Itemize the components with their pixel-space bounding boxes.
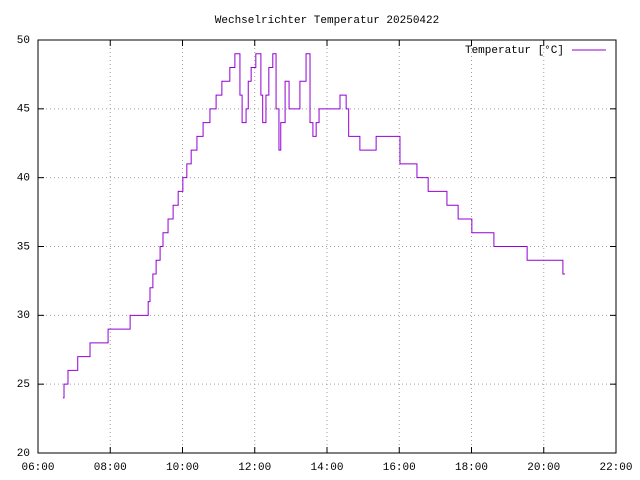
x-tick-label: 16:00 (383, 462, 416, 474)
x-tick-label: 22:00 (599, 462, 632, 474)
data-line (62, 53, 566, 399)
y-tick-label: 40 (17, 173, 30, 185)
x-tick-label: 18:00 (455, 462, 488, 474)
y-tick-label: 25 (17, 379, 30, 391)
x-tick-label: 14:00 (310, 462, 343, 474)
chart-title: Wechselrichter Temperatur 20250422 (215, 15, 439, 27)
y-tick-label: 50 (17, 35, 30, 47)
y-tick-label: 20 (17, 448, 30, 460)
legend-label: Temperatur [°C] (465, 45, 564, 57)
plot-border (37, 39, 617, 454)
x-tick-label: 12:00 (238, 462, 271, 474)
y-tick-label: 35 (17, 241, 30, 253)
x-tick-label: 08:00 (94, 462, 127, 474)
x-tick-label: 10:00 (166, 462, 199, 474)
y-tick-label: 30 (17, 310, 30, 322)
y-tick-label: 45 (17, 104, 30, 116)
x-tick-label: 20:00 (527, 462, 560, 474)
x-tick-label: 06:00 (21, 462, 54, 474)
